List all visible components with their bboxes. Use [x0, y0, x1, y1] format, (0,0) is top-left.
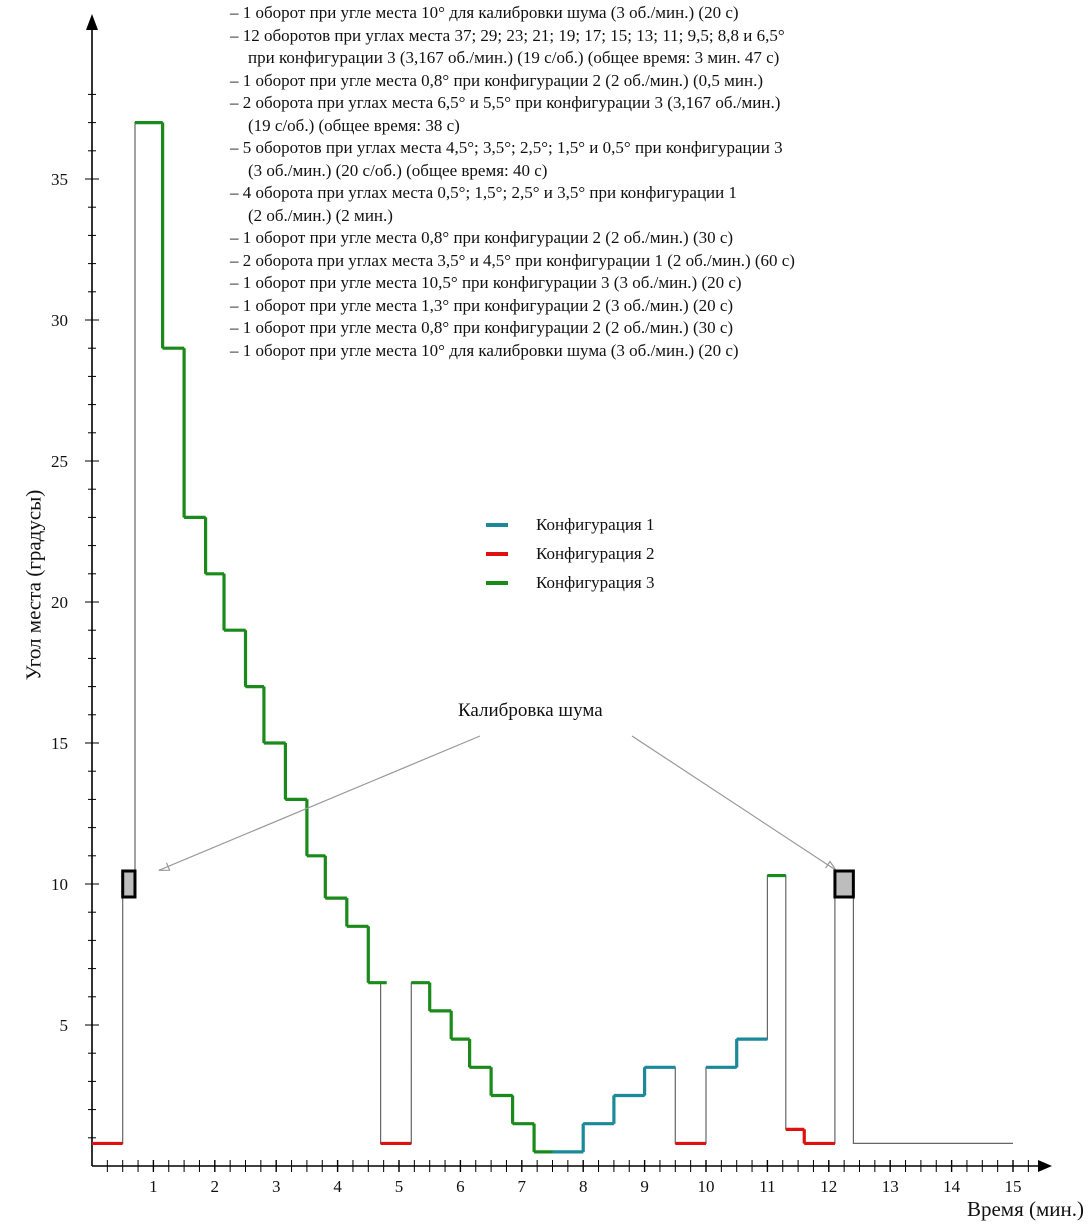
y-tick-label: 25 — [51, 452, 68, 471]
note-line-continuation: (2 об./мин.) (2 мин.) — [248, 205, 393, 225]
annotation-arrow-head — [158, 862, 171, 871]
note-line: – 1 оборот при угле места 10° для калибр… — [230, 3, 739, 22]
note-line: – 2 оборота при углах места 6,5° и 5,5° … — [230, 93, 781, 112]
marker-layer — [121, 869, 855, 899]
x-tick-label: 4 — [333, 1177, 342, 1196]
notes-list: – 1 оборот при угле места 10° для калибр… — [230, 2, 1080, 362]
x-tick-label: 8 — [579, 1177, 588, 1196]
note-line-continuation: при конфигурации 3 (3,167 об./мин.) (19 … — [248, 48, 780, 67]
y-axis-label: Угол места (градусы) — [21, 489, 46, 681]
x-tick-label: 12 — [820, 1177, 837, 1196]
note-item: – 1 оборот при угле места 0,8° при конфи… — [230, 227, 1080, 250]
y-tick-label: 15 — [51, 734, 68, 753]
y-axis-arrow — [86, 14, 98, 30]
annotation-arrow-head — [825, 860, 837, 871]
note-item: – 4 оборота при углах места 0,5°; 1,5°; … — [230, 182, 1080, 227]
x-tick-label: 5 — [395, 1177, 404, 1196]
note-line-continuation: (3 об./мин.) (20 с/об.) (общее время: 40… — [248, 160, 548, 180]
legend-label: Конфигурация 2 — [536, 544, 655, 563]
note-line: – 5 оборотов при углах места 4,5°; 3,5°;… — [230, 138, 783, 157]
note-line: – 1 оборот при угле места 0,8° при конфи… — [230, 70, 763, 90]
x-tick-label: 6 — [456, 1177, 465, 1196]
legend-swatch — [486, 580, 508, 585]
calibration-marker — [833, 869, 855, 899]
note-item: – 1 оборот при угле места 10° для калибр… — [230, 2, 1080, 25]
annotation-noise-calibration: Калибровка шума — [458, 700, 603, 721]
note-item: – 1 оборот при угле места 10° для калибр… — [230, 340, 1080, 363]
x-tick-label: 13 — [882, 1177, 899, 1196]
note-item: – 1 оборот при угле места 10,5° при конф… — [230, 272, 1080, 295]
legend-item: Конфигурация 3 — [486, 568, 655, 597]
note-item: – 12 оборотов при углах места 37; 29; 23… — [230, 25, 1080, 70]
note-item: – 2 оборота при углах места 3,5° и 4,5° … — [230, 250, 1080, 273]
x-tick-label: 7 — [518, 1177, 527, 1196]
x-tick-label: 11 — [759, 1177, 775, 1196]
series-layer — [92, 120, 835, 1154]
note-item: – 1 оборот при угле места 0,8° при конфи… — [230, 70, 1080, 93]
x-tick-label: 3 — [272, 1177, 281, 1196]
note-line: – 1 оборот при угле места 0,8° при конфи… — [230, 228, 734, 247]
note-item: – 1 оборот при угле места 0,8° при конфи… — [230, 317, 1080, 340]
note-line: – 12 оборотов при углах места 37; 29; 23… — [230, 25, 785, 45]
note-line: – 1 оборот при угле места 0,8° при конфи… — [230, 318, 734, 337]
note-item: – 5 оборотов при углах места 4,5°; 3,5°;… — [230, 137, 1080, 182]
y-tick-label: 5 — [60, 1016, 69, 1035]
arrow-layer — [158, 735, 837, 871]
x-tick-label: 15 — [1005, 1177, 1022, 1196]
note-line: – 4 оборота при углах места 0,5°; 1,5°; … — [230, 183, 737, 202]
calibration-marker — [121, 869, 137, 899]
note-item: – 2 оборота при углах места 6,5° и 5,5° … — [230, 92, 1080, 137]
y-tick-label: 35 — [51, 170, 68, 189]
legend-label: Конфигурация 1 — [536, 515, 655, 534]
legend: Конфигурация 1 Конфигурация 2 Конфигурация… — [486, 510, 655, 597]
x-axis-label: Время (мин.) — [966, 1197, 1084, 1221]
annotation-arrow-line — [158, 735, 481, 871]
x-tick-label: 10 — [698, 1177, 715, 1196]
note-line: – 1 оборот при угле места 1,3° при конфи… — [230, 295, 734, 315]
x-axis-arrow — [1038, 1160, 1052, 1172]
y-tick-label: 30 — [51, 311, 68, 330]
legend-label: Конфигурация 3 — [536, 573, 655, 592]
note-line: – 1 оборот при угле места 10° для калибр… — [230, 340, 739, 360]
x-tick-label: 14 — [943, 1177, 961, 1196]
note-item: – 1 оборот при угле места 1,3° при конфи… — [230, 295, 1080, 318]
x-tick-label: 2 — [211, 1177, 220, 1196]
y-tick-label: 20 — [51, 593, 68, 612]
note-line: – 2 оборота при углах места 3,5° и 4,5° … — [230, 250, 795, 270]
legend-item: Конфигурация 1 — [486, 510, 655, 539]
legend-swatch — [486, 522, 508, 527]
legend-item: Конфигурация 2 — [486, 539, 655, 568]
legend-swatch — [486, 551, 508, 556]
annotation-arrow-line — [631, 735, 837, 871]
x-tick-label: 9 — [640, 1177, 649, 1196]
note-line: – 1 оборот при угле места 10,5° при конф… — [230, 273, 742, 292]
y-tick-label: 10 — [51, 875, 68, 894]
x-tick-label: 1 — [149, 1177, 158, 1196]
note-line-continuation: (19 с/об.) (общее время: 38 с) — [248, 115, 460, 135]
